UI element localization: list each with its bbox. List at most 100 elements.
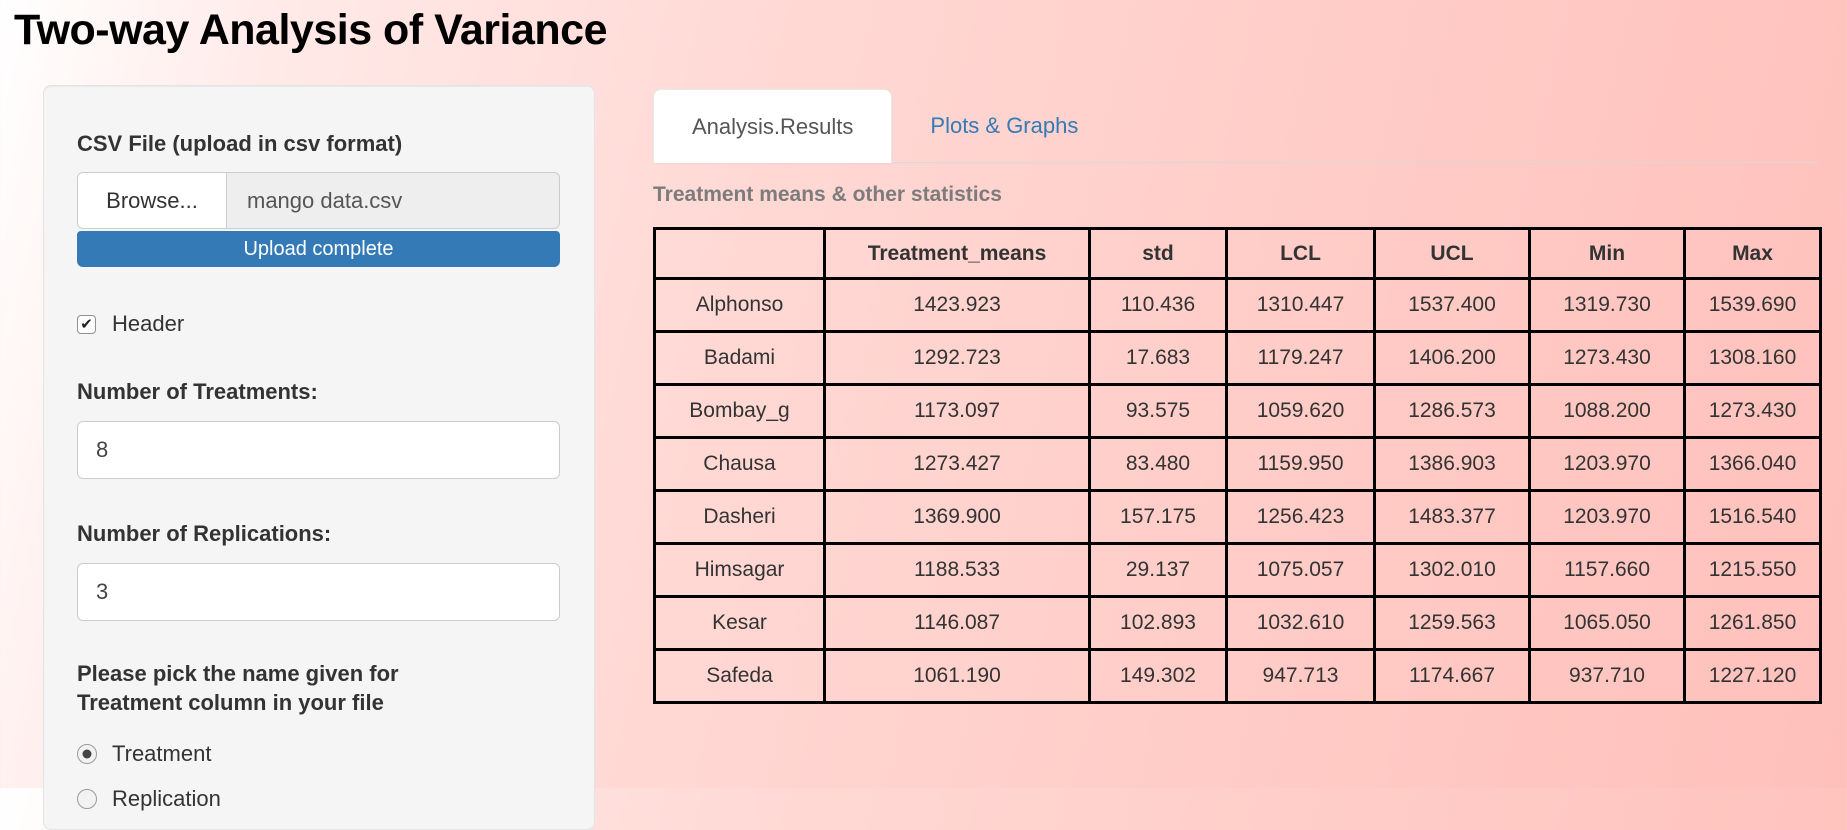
table-row: Safeda 1061.190 149.302 947.713 1174.667 937.…: [653, 648, 1822, 704]
table-cell: 1302.010: [1373, 542, 1531, 598]
table-cell: 1215.550: [1683, 542, 1822, 598]
table-row: Bombay_g 1173.097 93.575 1059.620 1286.573 10…: [653, 383, 1822, 439]
table-cell: 1292.723: [823, 330, 1091, 386]
table-cell: 1273.430: [1683, 383, 1822, 439]
radio-treatment-label: Treatment: [112, 741, 212, 766]
table-cell: 1059.620: [1225, 383, 1376, 439]
table-row: Himsagar 1188.533 29.137 1075.057 1302.010 11…: [653, 542, 1822, 598]
table-cell: 1146.087: [823, 595, 1091, 651]
radio-treatment[interactable]: Treatment: [77, 741, 560, 767]
replications-label: Number of Replications:: [77, 521, 332, 546]
table-cell: 937.710: [1528, 648, 1686, 704]
table-cell: 1256.423: [1225, 489, 1376, 545]
column-header: [653, 227, 826, 280]
table-row: Alphonso 1423.923 110.436 1310.447 1537.400 1…: [653, 277, 1822, 333]
table-cell: 1319.730: [1528, 277, 1686, 333]
table-cell: 1174.667: [1373, 648, 1531, 704]
table-cell: 1259.563: [1373, 595, 1531, 651]
header-checkbox-row: ✔ Header: [77, 311, 560, 337]
row-label: Chausa: [653, 436, 826, 492]
table-cell: 1308.160: [1683, 330, 1822, 386]
table-cell: 947.713: [1225, 648, 1376, 704]
table-cell: 149.302: [1088, 648, 1228, 704]
table-cell: 1075.057: [1225, 542, 1376, 598]
row-label: Himsagar: [653, 542, 826, 598]
section-heading: Treatment means & other statistics: [653, 183, 1002, 206]
table-cell: 1310.447: [1225, 277, 1376, 333]
radio-group-label: Please pick the name given for Treatment…: [77, 661, 399, 715]
stats-table: Treatment_means std LCL UCL Min Max Alph…: [653, 227, 1822, 704]
row-label: Badami: [653, 330, 826, 386]
table-cell: 1203.970: [1528, 436, 1686, 492]
table-cell: 1032.610: [1225, 595, 1376, 651]
table-cell: 1366.040: [1683, 436, 1822, 492]
header-checkbox[interactable]: ✔: [77, 314, 96, 334]
table-cell: 1369.900: [823, 489, 1091, 545]
table-cell: 1483.377: [1373, 489, 1531, 545]
table-body: Alphonso 1423.923 110.436 1310.447 1537.400 1…: [653, 277, 1822, 704]
row-label: Kesar: [653, 595, 826, 651]
table-cell: 29.137: [1088, 542, 1228, 598]
file-input-group: Browse... mango data.csv: [77, 172, 560, 229]
table-cell: 1159.950: [1225, 436, 1376, 492]
table-cell: 1157.660: [1528, 542, 1686, 598]
table-cell: 157.175: [1088, 489, 1228, 545]
header-checkbox-label: Header: [112, 311, 185, 336]
table-cell: 1273.427: [823, 436, 1091, 492]
replications-input[interactable]: [77, 563, 560, 621]
column-header: Treatment_means: [823, 227, 1091, 280]
table-row: Kesar 1146.087 102.893 1032.610 1259.563 1065…: [653, 595, 1822, 651]
file-name-field[interactable]: mango data.csv: [227, 172, 560, 229]
table-cell: 110.436: [1088, 277, 1228, 333]
table-header-row: Treatment_means std LCL UCL Min Max: [653, 227, 1822, 280]
column-header: Max: [1683, 227, 1822, 280]
row-label: Alphonso: [653, 277, 826, 333]
radio-replication-label: Replication: [112, 786, 221, 811]
table-cell: 1286.573: [1373, 383, 1531, 439]
table-cell: 1179.247: [1225, 330, 1376, 386]
tab-bar: Analysis.Results Plots & Graphs: [653, 89, 1819, 163]
table-cell: 1406.200: [1373, 330, 1531, 386]
column-header: LCL: [1225, 227, 1376, 280]
treatments-input[interactable]: [77, 421, 560, 479]
table-cell: 1088.200: [1528, 383, 1686, 439]
row-label: Safeda: [653, 648, 826, 704]
table-cell: 1061.190: [823, 648, 1091, 704]
table-cell: 17.683: [1088, 330, 1228, 386]
table-cell: 93.575: [1088, 383, 1228, 439]
browse-button[interactable]: Browse...: [77, 172, 227, 229]
table-cell: 1537.400: [1373, 277, 1531, 333]
column-header: UCL: [1373, 227, 1531, 280]
check-icon: ✔: [80, 315, 93, 333]
table-cell: 1173.097: [823, 383, 1091, 439]
page-title: Two-way Analysis of Variance: [14, 6, 608, 54]
table-cell: 1516.540: [1683, 489, 1822, 545]
table-row: Chausa 1273.427 83.480 1159.950 1386.903 1203…: [653, 436, 1822, 492]
table-cell: 1065.050: [1528, 595, 1686, 651]
table-cell: 102.893: [1088, 595, 1228, 651]
table-cell: 1227.120: [1683, 648, 1822, 704]
table-cell: 1261.850: [1683, 595, 1822, 651]
table-cell: 1423.923: [823, 277, 1091, 333]
tab-analysis-results[interactable]: Analysis.Results: [653, 89, 893, 163]
main-panel: Analysis.Results Plots & Graphs Treatmen…: [653, 89, 1822, 704]
treatments-label: Number of Treatments:: [77, 379, 318, 404]
row-label: Bombay_g: [653, 383, 826, 439]
column-header: Min: [1528, 227, 1686, 280]
radio-selected-icon: [77, 744, 97, 764]
radio-replication[interactable]: Replication: [77, 786, 560, 812]
table-cell: 1539.690: [1683, 277, 1822, 333]
row-label: Dasheri: [653, 489, 826, 545]
table-cell: 83.480: [1088, 436, 1228, 492]
table-row: Badami 1292.723 17.683 1179.247 1406.200 1273…: [653, 330, 1822, 386]
tab-plots-graphs[interactable]: Plots & Graphs: [930, 113, 1079, 138]
upload-progress-bar: Upload complete: [77, 231, 560, 267]
table-row: Dasheri 1369.900 157.175 1256.423 1483.377 12…: [653, 489, 1822, 545]
radio-unselected-icon: [77, 789, 97, 809]
csv-file-label: CSV File (upload in csv format): [77, 131, 403, 156]
column-header: std: [1088, 227, 1228, 280]
sidebar-panel: CSV File (upload in csv format) Browse..…: [43, 85, 595, 830]
table-cell: 1203.970: [1528, 489, 1686, 545]
table-cell: 1386.903: [1373, 436, 1531, 492]
table-cell: 1188.533: [823, 542, 1091, 598]
